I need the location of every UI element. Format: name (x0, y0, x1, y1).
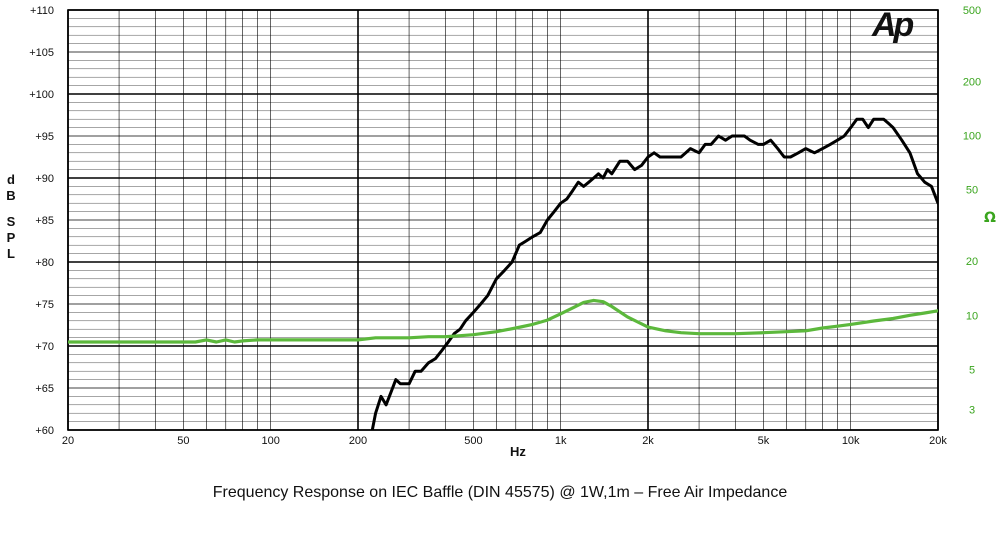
right-axis-tick-label: 500 (963, 5, 981, 17)
y-tick-label: +70 (35, 341, 54, 353)
y-tick-label: +110 (30, 5, 54, 17)
y-axis-label-letter: P (6, 230, 16, 245)
right-axis-tick-label: 50 (966, 185, 978, 197)
y-tick-label: +100 (29, 89, 54, 101)
x-tick-label: 1k (555, 435, 567, 447)
x-tick-label: 500 (464, 435, 482, 447)
right-axis-tick-label: 200 (963, 77, 981, 89)
x-tick-label: 20 (62, 435, 74, 447)
plot-frame (67, 9, 939, 431)
impedance-curve (68, 298, 938, 344)
x-tick-label: 200 (349, 435, 367, 447)
y-tick-label: +65 (35, 383, 54, 395)
x-tick-label: 5k (758, 435, 770, 447)
x-tick-label: 100 (262, 435, 280, 447)
right-axis-tick-label: 3 (969, 404, 975, 416)
right-axis-tick-label: 5 (969, 364, 975, 376)
y-tick-label: +75 (35, 299, 54, 311)
x-tick-label: 10k (842, 435, 860, 447)
x-tick-label: 50 (177, 435, 189, 447)
right-axis-label: Ω (984, 210, 996, 226)
spl-curve (370, 117, 938, 430)
y-tick-label: +90 (35, 173, 54, 185)
y-tick-label: +80 (35, 257, 54, 269)
grid (67, 9, 939, 431)
y-axis-label-letter: S (6, 214, 16, 229)
y-tick-label: +60 (35, 425, 54, 437)
right-axis-tick-label: 10 (966, 310, 978, 322)
x-tick-label: 20k (929, 435, 947, 447)
y-axis-label-letter: d (7, 172, 15, 187)
series (68, 117, 938, 430)
y-axis-label-letter: L (7, 246, 15, 261)
tick-labels: 20 50 100 200 500 1k 2k 5k 10k 20k +110 +105 +100 +95… (29, 5, 981, 447)
ap-logo: Ap (872, 6, 914, 44)
right-axis-tick-label: 20 (966, 256, 978, 268)
y-tick-label: +85 (35, 215, 54, 227)
y-axis-label-letter: B (6, 188, 16, 203)
x-tick-label: 2k (642, 435, 654, 447)
right-axis-tick-label: 100 (963, 131, 981, 143)
x-axis-label: Hz (510, 444, 526, 459)
y-tick-label: +105 (29, 47, 54, 59)
y-tick-label: +95 (35, 131, 54, 143)
chart-caption: Frequency Response on IEC Baffle (DIN 45… (212, 484, 788, 501)
